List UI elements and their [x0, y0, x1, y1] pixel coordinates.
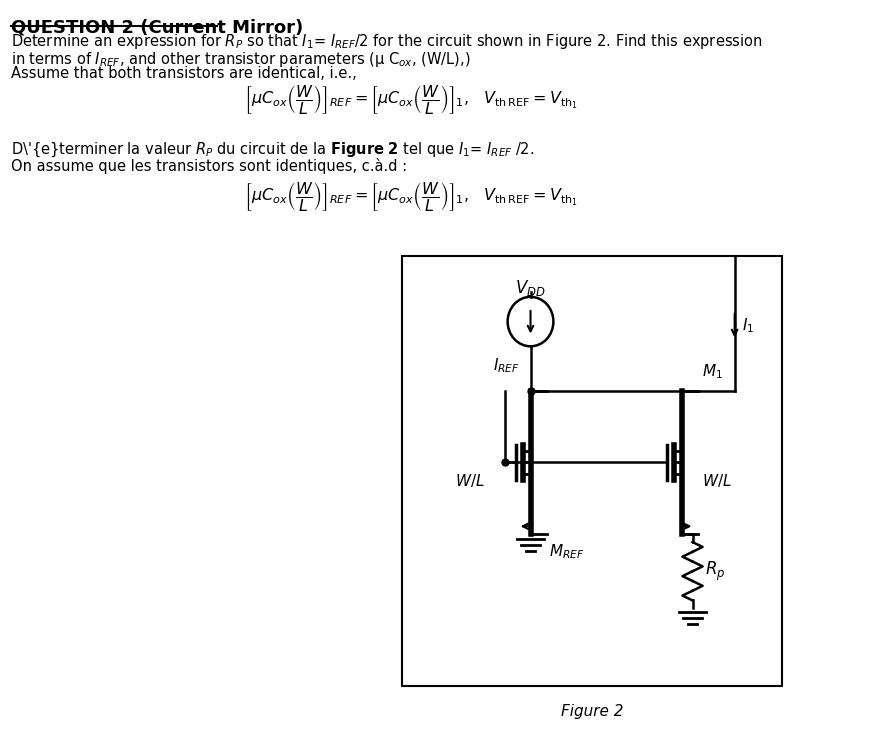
Text: $M_1$: $M_1$: [702, 363, 723, 381]
Text: $\left[\mu C_{ox}\left(\dfrac{W}{L}\right)\right]_{REF} = \left[\mu C_{ox}\left(: $\left[\mu C_{ox}\left(\dfrac{W}{L}\righ…: [244, 181, 578, 213]
Text: $M_{REF}$: $M_{REF}$: [549, 542, 584, 561]
Text: Assume that both transistors are identical, i.e.,: Assume that both transistors are identic…: [12, 66, 357, 81]
Text: Figure 2: Figure 2: [561, 704, 624, 719]
Text: $W/L$: $W/L$: [702, 471, 732, 489]
Text: Determine an expression for $R_P$ so that $I_1$= $I_{REF}$/2 for the circuit sho: Determine an expression for $R_P$ so tha…: [12, 32, 763, 51]
Text: $I_{REF}$: $I_{REF}$: [493, 357, 519, 375]
Text: On assume que les transistors sont identiques, c.à.d :: On assume que les transistors sont ident…: [12, 158, 407, 175]
Text: in terms of $I_{REF}$, and other transistor parameters (μ C$_{ox}$, (W/L),): in terms of $I_{REF}$, and other transis…: [12, 50, 471, 69]
Bar: [403, 257, 782, 686]
Text: QUESTION 2 (Current Mirror): QUESTION 2 (Current Mirror): [12, 18, 304, 36]
Text: $R_p$: $R_p$: [706, 560, 726, 583]
Text: $W/L$: $W/L$: [455, 471, 485, 489]
Text: $I_1$: $I_1$: [742, 316, 754, 335]
Text: $\boldsymbol{V_{DD}}$: $\boldsymbol{V_{DD}}$: [515, 278, 546, 298]
Text: D\'{e}terminer la valeur $R_P$ du circuit de la $\mathbf{Figure\ 2}$ tel que $I_: D\'{e}terminer la valeur $R_P$ du circui…: [12, 141, 535, 159]
Text: $\left[\mu C_{ox}\left(\dfrac{W}{L}\right)\right]_{REF} = \left[\mu C_{ox}\left(: $\left[\mu C_{ox}\left(\dfrac{W}{L}\righ…: [244, 84, 578, 116]
